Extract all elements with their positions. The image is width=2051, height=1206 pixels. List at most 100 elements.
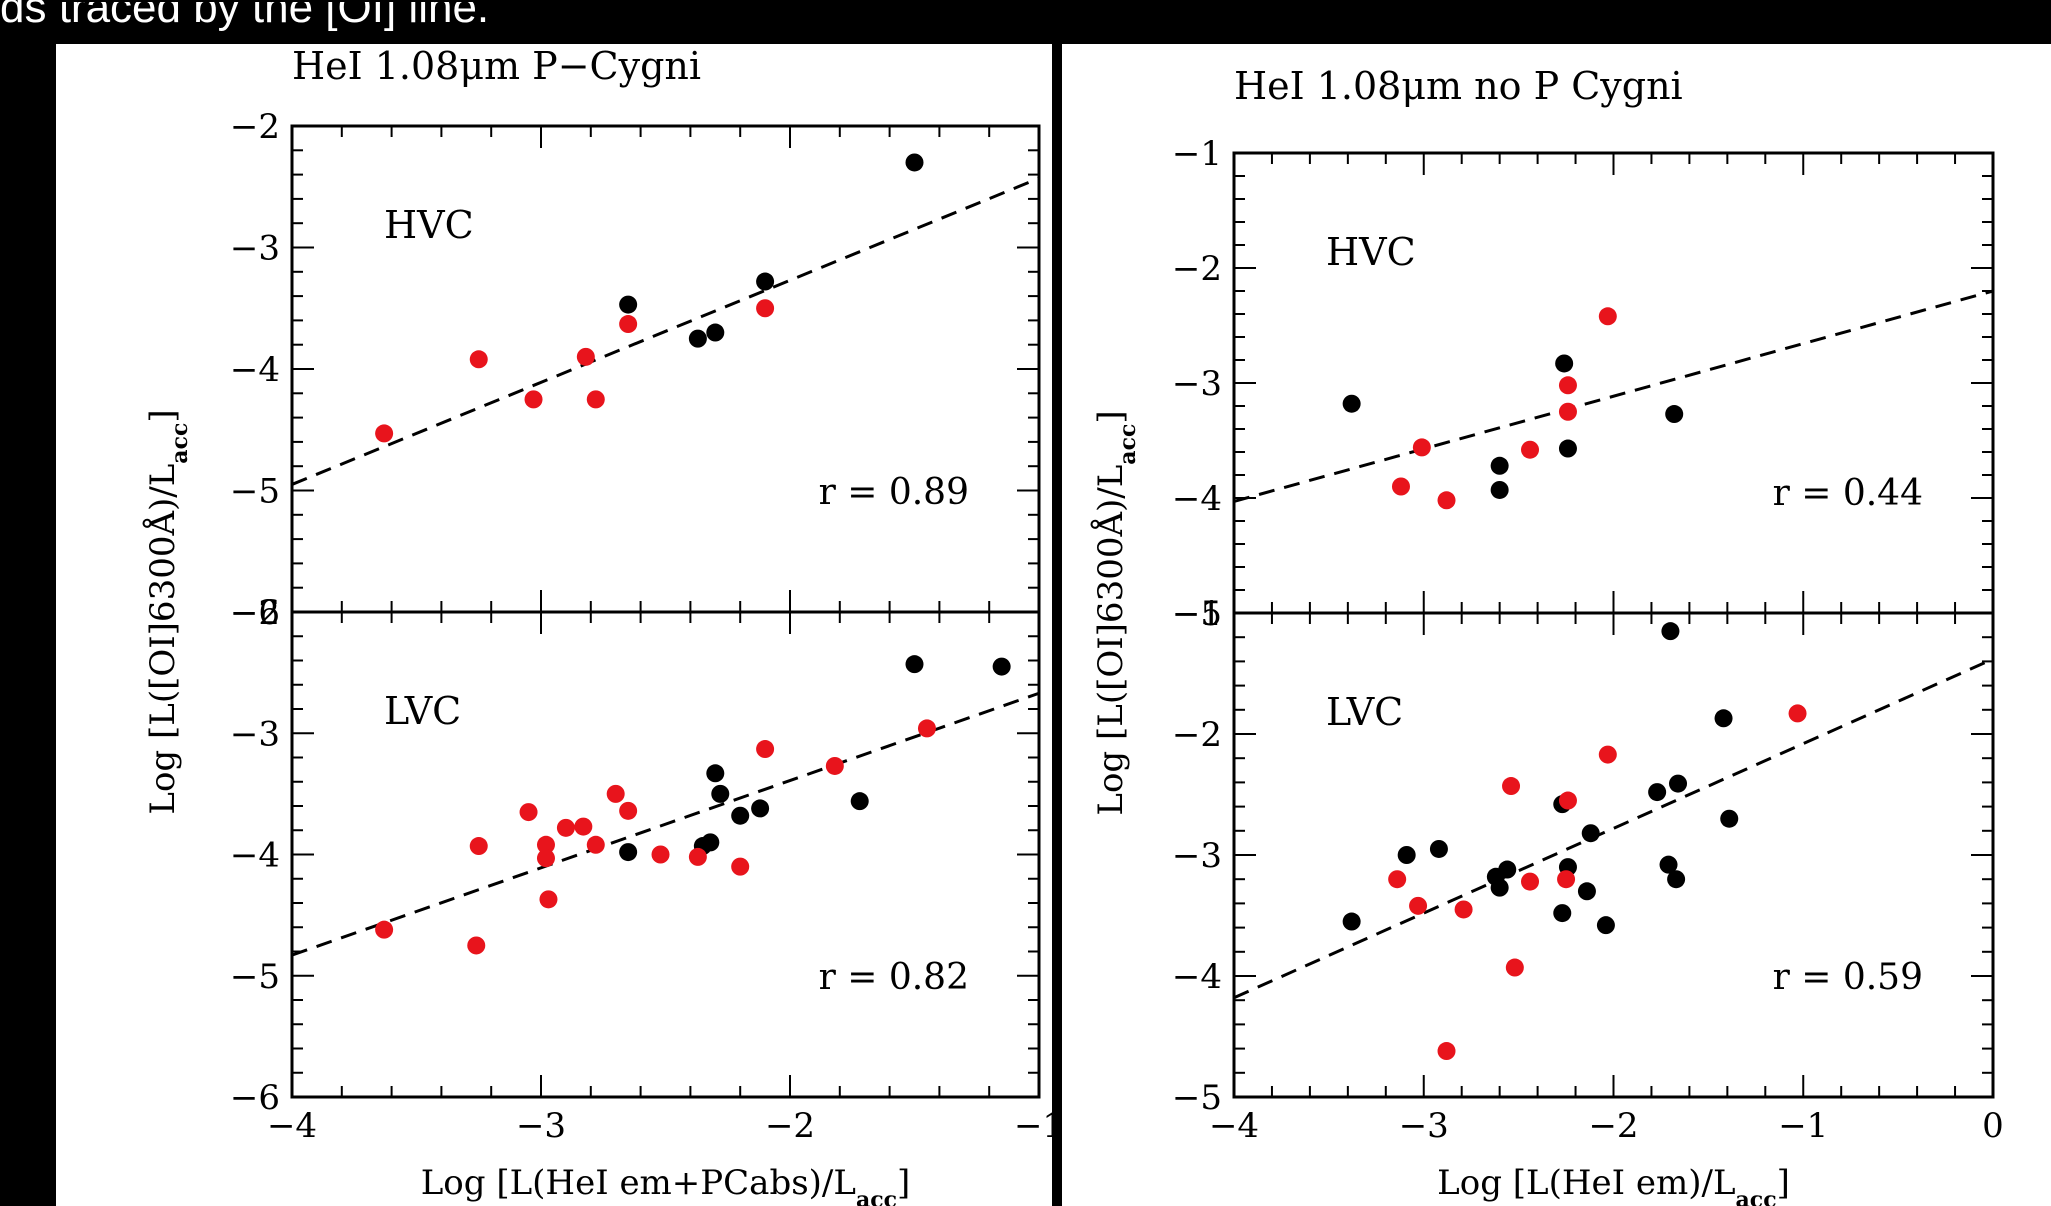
black-data-point [905, 655, 924, 674]
black-data-point [619, 843, 638, 862]
x-tick-label: −4 [1209, 1106, 1259, 1146]
y-tick-label: −5 [230, 472, 280, 512]
y-axis-label: Log [L([OI]6300Å)/Lacc] [142, 409, 193, 814]
y-tick-label: −4 [1172, 479, 1222, 519]
red-data-point [1521, 872, 1540, 891]
y-axis-label: Log [L([OI]6300Å)/Lacc] [1090, 410, 1141, 815]
x-tick-label: 0 [1982, 1106, 2004, 1146]
component-label: HVC [1326, 230, 1416, 274]
component-label: HVC [384, 203, 474, 247]
y-tick-label: −2 [230, 107, 280, 147]
black-data-point [850, 792, 869, 811]
red-data-point [1409, 896, 1428, 915]
red-data-point [375, 424, 394, 443]
correlation-annotation: r = 0.44 [1773, 473, 1923, 514]
right-figure-panel: HeI 1.08μm no P Cygni −1 −2 −3 −4 −5 HVC r = 0… [1062, 44, 2051, 1206]
y-tick-label: −4 [230, 836, 280, 876]
y-tick-label: −3 [1172, 836, 1222, 876]
y-tick-label: −5 [1172, 594, 1222, 634]
black-data-point [1577, 882, 1596, 901]
red-data-point [469, 350, 488, 369]
red-data-point [731, 857, 750, 876]
red-data-point [1788, 704, 1807, 723]
subplot-1: −2−3−4−5−6−4−3−2−1LVCr = 0.82 [230, 593, 1052, 1146]
x-tick-label: −1 [1778, 1106, 1828, 1146]
red-data-point [469, 837, 488, 856]
fit-line [291, 176, 1040, 486]
y-tick-label: −1 [1172, 134, 1222, 174]
x-tick-label: −1 [1014, 1106, 1052, 1146]
red-data-point [1388, 870, 1407, 889]
black-data-point [1342, 394, 1361, 413]
x-tick-label: −2 [765, 1106, 815, 1146]
y-tick-label: −4 [230, 350, 280, 390]
red-data-point [1502, 777, 1521, 796]
red-data-point [536, 835, 555, 854]
red-data-point [1598, 745, 1617, 764]
black-data-point [1429, 839, 1448, 858]
black-data-point [756, 272, 775, 291]
plot-frame [1232, 611, 1995, 1099]
y-tick-label: −2 [1172, 249, 1222, 289]
black-data-point [701, 833, 720, 852]
red-data-point [467, 936, 486, 955]
red-data-point [619, 315, 638, 334]
red-data-point [556, 818, 575, 837]
plot-frame [1232, 151, 1995, 615]
correlation-annotation: r = 0.89 [819, 472, 969, 513]
black-data-point [1714, 709, 1733, 728]
red-data-point [1437, 1042, 1456, 1061]
red-data-point [1558, 376, 1577, 395]
red-data-point [1558, 402, 1577, 421]
red-data-point [1505, 958, 1524, 977]
red-data-point [756, 740, 775, 759]
x-axis-label: Log [L(HeI em)/Lacc] [1437, 1163, 1790, 1206]
black-data-point [1490, 456, 1509, 475]
red-data-point [688, 847, 707, 866]
black-data-point [731, 806, 750, 825]
red-data-point [536, 849, 555, 868]
black-data-point [992, 657, 1011, 676]
red-data-point [519, 803, 538, 822]
x-tick-label: −2 [1588, 1106, 1638, 1146]
black-data-point [751, 799, 770, 818]
black-data-point [1555, 354, 1574, 373]
red-data-point [574, 817, 593, 836]
right-panel-title: HeI 1.08μm no P Cygni [1234, 64, 1683, 108]
y-tick-label: −6 [230, 593, 280, 633]
left-panel-title: HeI 1.08μm P−Cygni [292, 44, 702, 88]
y-tick-label: −2 [230, 593, 280, 633]
fit-line [291, 691, 1040, 957]
red-data-point [825, 756, 844, 775]
red-data-point [756, 299, 775, 318]
black-data-point [1498, 860, 1517, 879]
y-tick-label: −3 [1172, 364, 1222, 404]
y-tick-label: −3 [230, 229, 280, 269]
component-label: LVC [1326, 690, 1403, 734]
black-data-point [1397, 846, 1416, 864]
red-data-point [375, 920, 394, 939]
red-data-point [1558, 791, 1577, 810]
red-data-point [606, 784, 625, 803]
y-tick-label: −2 [1172, 715, 1222, 755]
red-data-point [1391, 477, 1410, 496]
x-tick-label: −3 [516, 1106, 566, 1146]
black-data-point [1669, 774, 1688, 793]
subplot-2: −1 −2 −3 −4 −5 HVC r = 0.44 [1172, 134, 1995, 634]
plot-frame [290, 124, 1041, 614]
black-data-point [1667, 870, 1686, 889]
y-tick-label: −3 [230, 714, 280, 754]
red-data-point [524, 390, 543, 409]
component-label: LVC [384, 689, 461, 733]
fit-line [1233, 657, 1994, 1000]
black-data-point [1596, 916, 1615, 935]
black-data-point [711, 784, 730, 803]
black-data-point [619, 295, 638, 314]
black-data-point [905, 153, 924, 172]
x-tick-label: −4 [267, 1106, 317, 1146]
y-tick-label: −4 [1172, 957, 1222, 997]
red-data-point [651, 845, 670, 864]
red-data-point [1454, 900, 1473, 919]
red-data-point [1521, 440, 1540, 459]
